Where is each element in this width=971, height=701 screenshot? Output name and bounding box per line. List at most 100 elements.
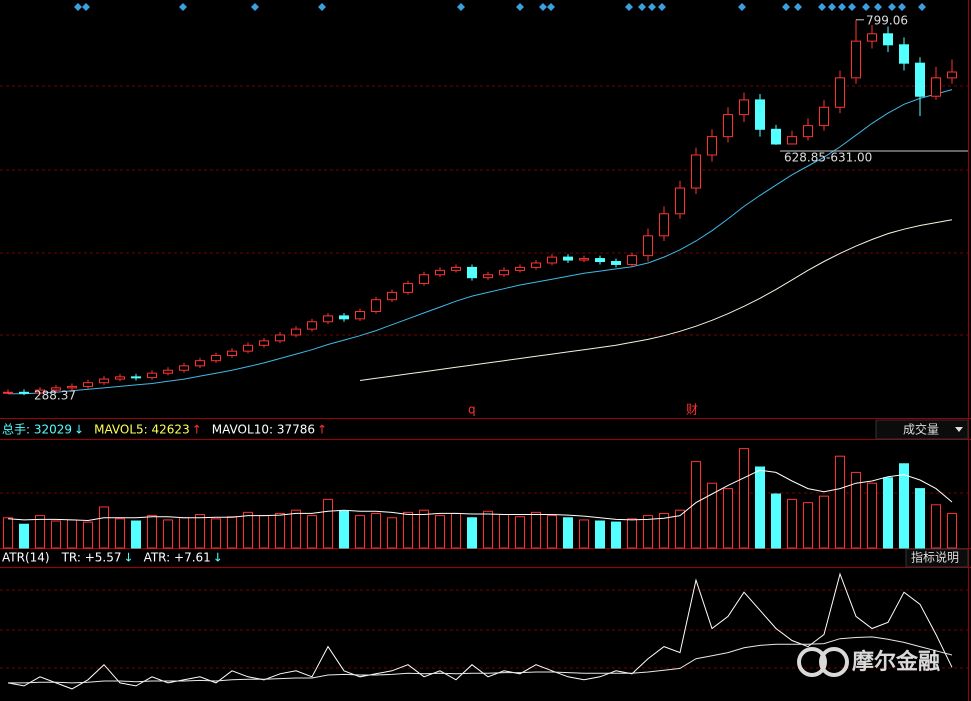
candle-body: [35, 389, 45, 394]
event-marker-label: 财: [686, 403, 698, 417]
volume-bar: [691, 461, 701, 549]
candle-body: [947, 71, 957, 79]
volume-bar: [67, 519, 77, 549]
indicator-button[interactable]: [875, 419, 969, 440]
volume-bar: [771, 493, 781, 549]
volume-bar: [147, 515, 157, 549]
volume-bar: [899, 463, 909, 549]
volume-bar: [675, 509, 685, 549]
volume-bar: [259, 515, 269, 549]
volume-bar: [163, 519, 173, 549]
candle-body: [67, 385, 77, 389]
volume-bar: [803, 502, 813, 549]
candle-body: [739, 99, 749, 116]
volume-bar: [371, 512, 381, 549]
indicator-value: TR: +5.57: [61, 551, 122, 565]
volume-bar: [883, 477, 893, 549]
candle-body: [707, 136, 717, 156]
candle-body: [387, 291, 397, 301]
candle-body: [307, 321, 317, 330]
watermark-logo: [819, 647, 849, 677]
candle-body: [531, 262, 541, 268]
volume-bar: [723, 488, 733, 549]
trend-arrow: ↑: [317, 423, 327, 437]
candle-body: [499, 269, 509, 276]
candle-body: [723, 114, 733, 138]
candle-body: [339, 315, 349, 320]
candle-body: [435, 269, 445, 276]
volume-bar: [355, 515, 365, 549]
candle-body: [99, 378, 109, 384]
volume-bar: [483, 510, 493, 549]
volume-bar: [563, 517, 573, 549]
volume-bar: [739, 448, 749, 549]
candle-body: [51, 387, 61, 391]
indicator-value: MAVOL10: 37786: [212, 423, 315, 437]
volume-bar: [195, 514, 205, 549]
trend-arrow: ↓: [124, 551, 134, 565]
candle-body: [563, 256, 573, 261]
candle-body: [467, 266, 477, 279]
candle-body: [643, 235, 653, 257]
high-label: 799.06: [866, 13, 908, 27]
candle-body: [659, 213, 669, 237]
watermark: 摩尔金融: [797, 647, 940, 677]
watermark-logo: [797, 647, 827, 677]
volume-bar: [835, 455, 845, 549]
indicator-help-button[interactable]: [905, 548, 969, 568]
candle-body: [243, 344, 253, 352]
volume-bar: [499, 514, 509, 549]
indicator-value: ATR: +7.61: [144, 551, 211, 565]
moving-average: [8, 89, 953, 395]
indicator-value: 总手: 32029: [2, 423, 72, 437]
volume-bar: [947, 512, 957, 549]
candle-body: [787, 136, 797, 145]
volume-average: [7, 469, 953, 522]
volume-bar: [275, 512, 285, 549]
moving-average: [359, 219, 953, 381]
candle-body: [355, 310, 365, 320]
watermark-text: 摩尔金融: [852, 649, 940, 675]
volume-bar: [627, 518, 637, 549]
volume-bar: [403, 511, 413, 549]
volume-bar: [179, 517, 189, 549]
volume-bar: [611, 521, 621, 549]
candle-body: [163, 369, 173, 374]
indicator-help-label[interactable]: 指标说明: [911, 550, 959, 565]
low-label: 288.37: [34, 388, 76, 402]
indicator-button-label[interactable]: 成交量: [903, 422, 939, 437]
event-marker-label: q: [468, 403, 476, 417]
candle-body: [115, 376, 125, 380]
candle-body: [867, 33, 877, 42]
candle-body: [899, 44, 909, 64]
candle-body: [803, 125, 813, 138]
candle-body: [179, 365, 189, 371]
candle-body: [819, 106, 829, 127]
candle-body: [915, 62, 925, 97]
candle-body: [291, 328, 301, 336]
candle-body: [515, 266, 525, 271]
candle-body: [3, 391, 13, 394]
trend-arrow: ↓: [74, 423, 84, 437]
trend-arrow: ↑: [192, 423, 202, 437]
volume-bar: [595, 520, 605, 549]
candle-body: [147, 372, 157, 379]
volume-bar: [755, 466, 765, 549]
candle-body: [259, 340, 269, 346]
volume-bar: [51, 520, 61, 549]
dropdown-arrow: [955, 427, 963, 432]
volume-bar: [707, 482, 717, 549]
volume-bar: [851, 471, 861, 549]
candle-body: [691, 154, 701, 189]
candle-body: [275, 334, 285, 342]
candle-body: [755, 99, 765, 130]
volume-bar: [659, 512, 669, 549]
candle-body: [371, 299, 381, 312]
indicator-value: MAVOL5: 42623: [94, 423, 190, 437]
volume-bar: [243, 511, 253, 549]
candle-body: [931, 77, 941, 97]
candle-body: [83, 382, 93, 387]
